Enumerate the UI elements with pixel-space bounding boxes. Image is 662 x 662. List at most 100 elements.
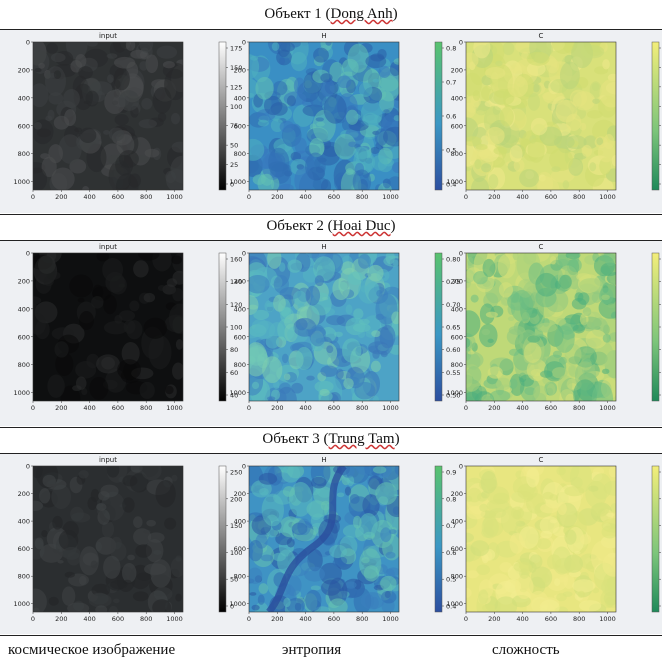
texture-blob <box>311 476 327 489</box>
texture-blob <box>41 529 48 538</box>
texture-blob <box>152 253 172 272</box>
texture-blob <box>251 604 260 611</box>
texture-blob <box>489 507 507 518</box>
texture-blob <box>585 329 607 349</box>
texture-blob <box>320 79 335 98</box>
texture-blob <box>50 52 66 63</box>
texture-blob <box>467 487 482 503</box>
xtick-label: 0 <box>464 193 468 201</box>
texture-blob <box>58 529 79 551</box>
texture-blob <box>258 472 278 485</box>
xtick-label: 800 <box>573 404 585 412</box>
xtick-label: 600 <box>545 193 557 201</box>
xtick-label: 800 <box>140 615 152 623</box>
texture-blob <box>33 313 46 335</box>
texture-blob <box>508 348 520 356</box>
texture-blob <box>466 277 472 289</box>
texture-blob <box>565 113 582 132</box>
ytick-label: 800 <box>18 573 30 581</box>
texture-blob <box>540 370 553 378</box>
texture-blob <box>475 143 488 150</box>
texture-blob <box>466 532 474 543</box>
panel-title: input <box>99 32 117 40</box>
texture-blob <box>172 270 183 285</box>
texture-blob <box>249 592 257 596</box>
ytick-label: 800 <box>234 361 246 369</box>
texture-blob <box>359 512 378 538</box>
texture-blob <box>250 55 259 61</box>
ytick-label: 1000 <box>229 178 246 186</box>
texture-blob <box>33 46 41 53</box>
divider <box>0 29 662 30</box>
xtick-label: 0 <box>247 193 251 201</box>
texture-blob <box>570 476 583 489</box>
texture-blob <box>496 377 511 391</box>
texture-blob <box>61 586 76 606</box>
texture-blob <box>349 494 360 504</box>
ytick-label: 1000 <box>229 389 246 397</box>
texture-blob <box>564 529 577 545</box>
texture-blob <box>122 497 135 513</box>
panel-frame <box>248 41 400 191</box>
ytick-label: 200 <box>234 66 246 74</box>
panel-title: H <box>321 243 326 251</box>
xtick-label: 400 <box>299 404 311 412</box>
xtick-label: 800 <box>356 193 368 201</box>
colorbar-label: 100 <box>230 324 242 332</box>
texture-blob <box>475 106 487 116</box>
heatmap-texture <box>249 253 399 401</box>
ytick-label: 1000 <box>13 389 30 397</box>
texture-blob <box>144 563 167 575</box>
texture-blob <box>596 137 604 146</box>
row3-place: Trung Tam <box>328 431 395 447</box>
caption-input: космическое изображение <box>8 642 176 658</box>
texture-blob <box>565 253 581 260</box>
texture-blob <box>273 294 286 312</box>
ytick-label: 1000 <box>446 389 463 397</box>
texture-blob <box>320 500 331 511</box>
xtick-label: 600 <box>328 615 340 623</box>
panel-frame <box>32 465 184 613</box>
texture-blob <box>257 119 269 127</box>
xtick-label: 600 <box>545 404 557 412</box>
texture-blob <box>63 88 80 109</box>
texture-blob <box>536 538 551 550</box>
texture-blob <box>118 150 139 168</box>
texture-blob <box>138 253 160 261</box>
texture-blob <box>45 115 53 122</box>
ytick-label: 200 <box>18 277 30 285</box>
texture-blob <box>291 382 304 394</box>
texture-blob <box>509 532 524 554</box>
ytick-label: 1000 <box>13 178 30 186</box>
xtick-label: 800 <box>356 404 368 412</box>
texture-blob <box>341 338 362 363</box>
texture-blob <box>507 75 529 98</box>
ytick-label: 800 <box>234 150 246 158</box>
texture-blob <box>33 296 42 305</box>
texture-blob <box>532 83 540 93</box>
colorbar-label: 175 <box>230 45 242 53</box>
texture-blob <box>549 148 573 172</box>
texture-blob <box>553 578 561 587</box>
texture-blob <box>571 297 587 310</box>
texture-blob <box>251 381 260 390</box>
texture-blob <box>562 180 570 190</box>
panel-title: C <box>539 456 544 464</box>
texture-blob <box>164 517 177 530</box>
texture-blob <box>254 320 276 340</box>
texture-blob <box>145 54 159 74</box>
texture-blob <box>611 154 616 167</box>
texture-blob <box>345 168 354 176</box>
texture-blob <box>83 100 91 104</box>
texture-blob <box>530 117 548 136</box>
row2-label: Объект 2 <box>266 218 324 234</box>
texture-blob <box>313 47 329 63</box>
texture-blob <box>133 516 143 529</box>
texture-blob <box>608 466 616 478</box>
colorbar-label: 140 <box>230 278 242 286</box>
texture-blob <box>589 162 597 172</box>
xtick-label: 0 <box>247 404 251 412</box>
texture-blob <box>249 567 263 585</box>
texture-blob <box>334 133 357 160</box>
ytick-label: 0 <box>26 463 30 471</box>
